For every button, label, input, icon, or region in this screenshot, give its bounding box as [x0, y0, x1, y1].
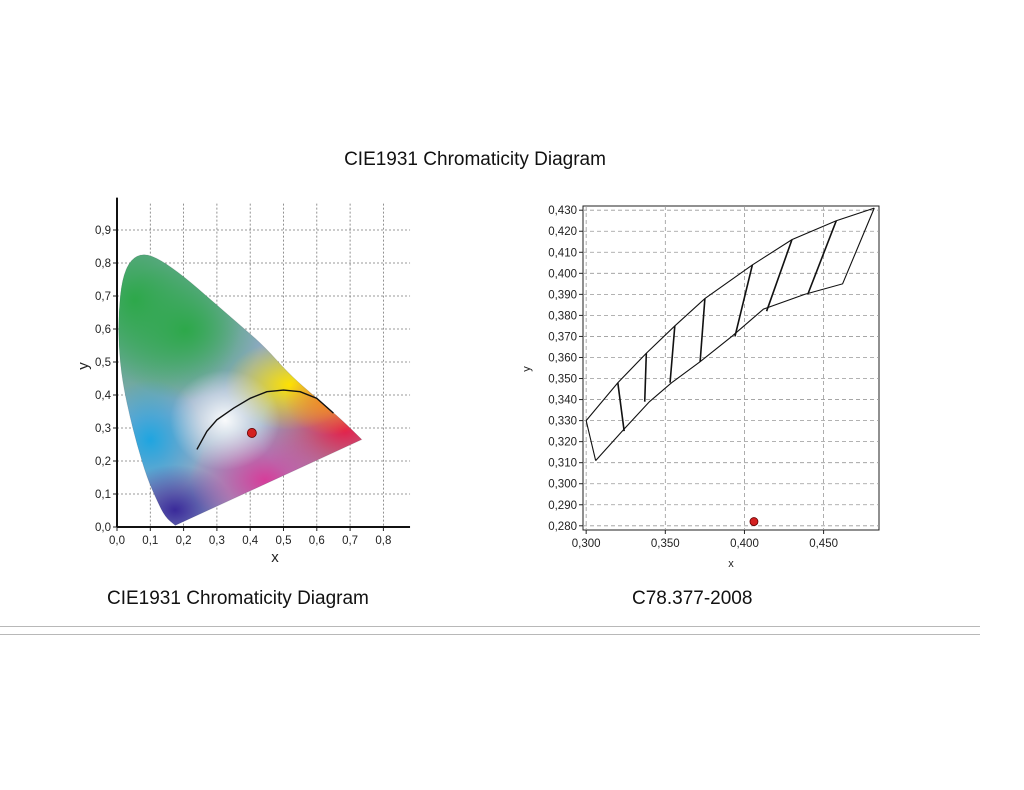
ansi-y-axis-label: y — [521, 366, 533, 372]
x-tick-label: 0,3 — [209, 535, 225, 547]
measured-point — [749, 517, 759, 526]
y-tick-label: 0,410 — [548, 247, 577, 259]
quadrangle-divider — [734, 264, 754, 337]
page-title: CIE1931 Chromaticity Diagram — [344, 149, 606, 170]
x-tick-label: 0,1 — [142, 535, 158, 547]
cie-axes: 0,0 0,1 0,2 0,3 0,4 0,5 0,6 0,7 0,8 0,0 0,1 0,2 0,3 0… — [95, 197, 411, 547]
separator-line — [0, 626, 980, 627]
cie-y-axis-label: y — [75, 362, 92, 370]
lower-boundary — [595, 207, 875, 461]
x-tick-label: 0,4 — [242, 535, 259, 547]
y-tick-label: 0,290 — [548, 500, 577, 512]
x-tick-label: 0,5 — [276, 535, 292, 547]
x-tick-label: 0,350 — [651, 538, 680, 550]
y-tick-label: 0,320 — [548, 437, 577, 449]
quadrangle-divider — [643, 353, 648, 402]
cie-diagram: 0,0 0,1 0,2 0,3 0,4 0,5 0,6 0,7 0,8 0,0 0,1 0,2 0,3 0… — [75, 197, 411, 566]
y-tick-label: 0,1 — [95, 489, 111, 501]
left-edge — [585, 420, 597, 461]
y-tick-label: 0,360 — [548, 352, 577, 364]
y-tick-label: 0,0 — [95, 522, 111, 534]
cie-x-axis-label: x — [271, 549, 279, 566]
ansi-quadrangles — [585, 207, 875, 461]
quadrangle-divider — [807, 220, 838, 295]
y-tick-label: 0,5 — [95, 357, 111, 369]
x-tick-label: 0,0 — [109, 535, 125, 547]
y-tick-label: 0,6 — [95, 324, 111, 336]
y-tick-label: 0,370 — [548, 331, 577, 343]
y-tick-label: 0,7 — [95, 291, 111, 303]
x-tick-label: 0,6 — [309, 535, 325, 547]
ansi-x-axis-label: x — [728, 558, 734, 570]
x-tick-label: 0,300 — [572, 538, 601, 550]
y-tick-label: 0,350 — [548, 374, 577, 386]
ansi-axes: 0,300 0,350 0,400 0,450 0,280 0,290 0,300 0,310… — [548, 205, 838, 550]
x-tick-label: 0,8 — [375, 535, 391, 547]
separator-line — [0, 634, 980, 635]
planckian-locus — [196, 389, 334, 450]
y-tick-label: 0,420 — [548, 226, 577, 238]
y-tick-label: 0,400 — [548, 268, 577, 280]
x-tick-label: 0,7 — [342, 535, 358, 547]
caption-cie: CIE1931 Chromaticity Diagram — [107, 588, 369, 609]
quadrangle-divider — [669, 325, 676, 383]
y-tick-label: 0,310 — [548, 458, 577, 470]
measured-point — [246, 428, 257, 438]
y-tick-label: 0,4 — [95, 390, 112, 402]
y-tick-label: 0,8 — [95, 258, 111, 270]
y-tick-label: 0,330 — [548, 416, 577, 428]
quadrangle-divider — [765, 239, 793, 312]
quadrangle-divider — [699, 298, 706, 362]
y-tick-label: 0,430 — [548, 205, 577, 217]
x-tick-label: 0,400 — [730, 538, 759, 550]
y-tick-label: 0,3 — [95, 423, 111, 435]
caption-ansi: C78.377-2008 — [632, 588, 753, 609]
y-tick-label: 0,340 — [548, 395, 577, 407]
y-tick-label: 0,390 — [548, 289, 577, 301]
y-tick-label: 0,380 — [548, 310, 577, 322]
spectral-locus-outline — [118, 254, 363, 526]
x-tick-label: 0,2 — [176, 535, 192, 547]
ansi-plot-frame — [582, 205, 880, 531]
ansi-quadrangle-chart: 0,300 0,350 0,400 0,450 0,280 0,290 0,300 0,310… — [521, 205, 880, 570]
y-tick-label: 0,2 — [95, 456, 111, 468]
y-tick-label: 0,280 — [548, 521, 577, 533]
quadrangle-divider — [617, 382, 625, 432]
x-tick-label: 0,450 — [809, 538, 838, 550]
y-tick-label: 0,9 — [95, 225, 111, 237]
y-tick-label: 0,300 — [548, 479, 577, 491]
